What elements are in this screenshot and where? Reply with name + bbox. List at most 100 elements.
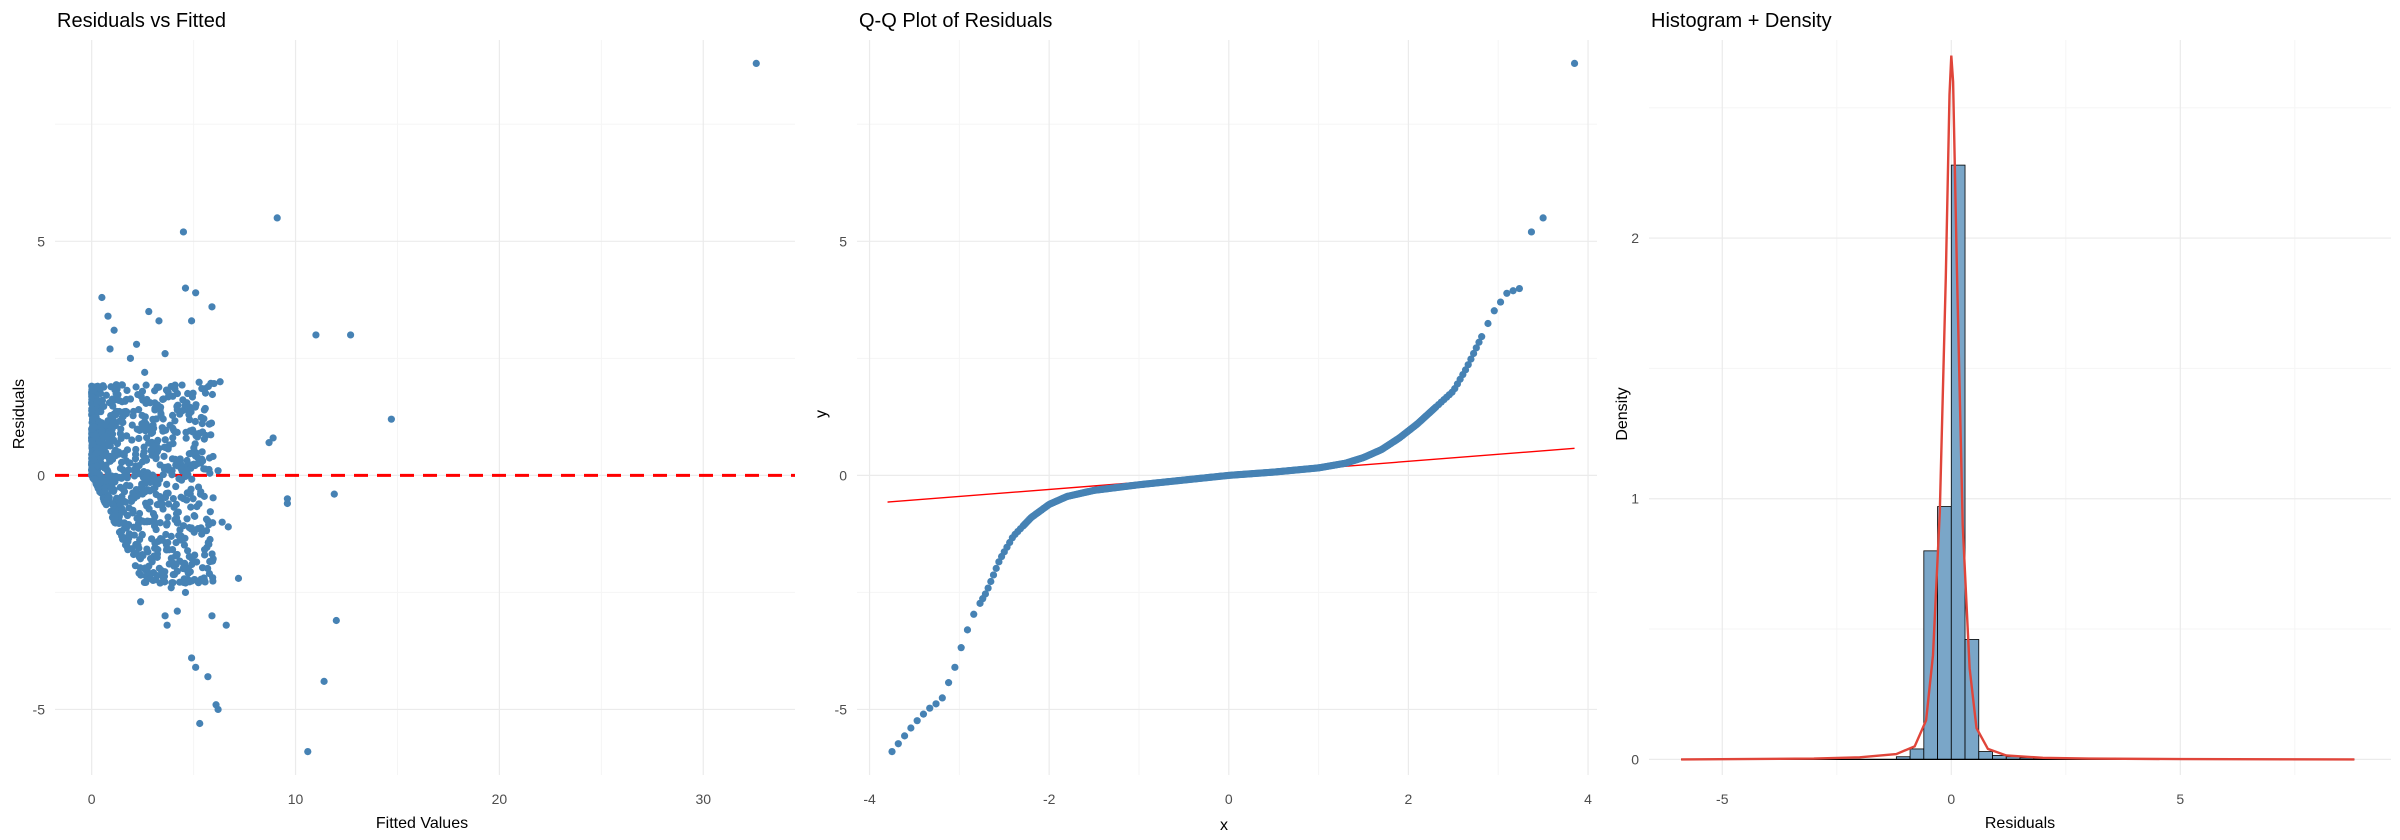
data-point	[154, 436, 162, 444]
data-point	[109, 487, 118, 496]
data-point	[179, 396, 187, 404]
panel-title: Q-Q Plot of Residuals	[859, 10, 1052, 32]
data-point	[1527, 228, 1536, 236]
data-point	[198, 448, 206, 456]
data-point	[163, 521, 171, 529]
data-point	[992, 564, 1000, 572]
data-point	[387, 415, 395, 423]
data-point	[192, 401, 200, 409]
data-point	[180, 541, 189, 549]
data-point	[224, 523, 232, 531]
data-point	[130, 523, 138, 531]
data-point	[90, 456, 98, 464]
data-point	[138, 531, 146, 539]
data-point	[191, 417, 199, 426]
data-point	[195, 500, 203, 508]
data-point	[142, 381, 150, 389]
data-point	[101, 499, 109, 507]
data-point	[174, 531, 183, 540]
data-point	[88, 466, 96, 474]
data-point	[187, 524, 196, 532]
data-point	[142, 578, 150, 587]
data-point	[129, 550, 138, 559]
histogram-bar	[1978, 751, 1993, 760]
data-point	[112, 411, 120, 419]
data-point	[188, 428, 197, 436]
data-point	[184, 389, 192, 398]
data-point	[130, 472, 139, 480]
data-point	[126, 354, 135, 362]
data-point	[135, 569, 143, 577]
data-point	[205, 569, 214, 578]
data-point	[101, 487, 109, 495]
x-tick-label: -4	[863, 791, 876, 807]
data-point	[152, 455, 160, 463]
data-point	[981, 590, 990, 598]
data-point	[155, 444, 163, 453]
x-tick-labels: -5 0 5	[1716, 791, 2184, 807]
data-point	[204, 538, 212, 547]
data-point	[167, 382, 175, 391]
data-point	[102, 477, 110, 485]
data-point	[151, 475, 160, 484]
data-point	[179, 228, 188, 236]
data-point	[130, 466, 138, 474]
data-point	[115, 417, 124, 425]
data-point	[320, 677, 328, 685]
data-point	[1570, 59, 1579, 68]
data-point	[160, 443, 169, 451]
data-point	[92, 449, 100, 458]
y-tick-label: -5	[835, 701, 848, 717]
data-point	[138, 411, 146, 420]
data-point	[159, 395, 167, 404]
data-point	[126, 482, 134, 490]
data-point	[222, 621, 230, 629]
data-point	[187, 317, 196, 325]
data-point	[183, 456, 191, 465]
data-point	[104, 468, 112, 476]
data-point	[169, 434, 177, 442]
data-point	[205, 465, 213, 474]
x-tick-labels: -4 -2 0 2 4	[863, 791, 1592, 807]
data-point	[332, 616, 340, 625]
data-point	[129, 489, 137, 497]
y-tick-label: 5	[839, 233, 847, 249]
data-point	[206, 557, 214, 566]
data-point	[156, 579, 164, 587]
histogram-bar	[1950, 164, 1966, 760]
data-point	[135, 406, 143, 414]
data-point	[154, 546, 162, 554]
data-point	[202, 527, 211, 535]
data-point	[155, 383, 163, 391]
data-point	[98, 293, 106, 302]
x-tick-label: 20	[492, 791, 508, 807]
data-point	[178, 381, 186, 389]
data-point	[1470, 349, 1478, 358]
data-point	[161, 350, 169, 358]
data-point	[119, 485, 127, 493]
data-point	[157, 567, 166, 575]
x-tick-label: 2	[1405, 791, 1413, 807]
data-point	[132, 340, 141, 348]
data-point	[995, 558, 1003, 566]
data-point	[95, 438, 104, 446]
data-point	[135, 462, 143, 470]
data-point	[116, 519, 124, 527]
data-point	[179, 564, 187, 573]
data-point	[218, 518, 226, 526]
data-point	[200, 435, 208, 443]
data-point	[208, 303, 216, 311]
data-point	[112, 472, 120, 480]
data-point	[106, 452, 114, 460]
data-point	[204, 673, 212, 681]
x-tick-label: 0	[88, 791, 96, 807]
data-point	[166, 421, 174, 429]
data-point	[951, 663, 959, 671]
data-point	[182, 434, 190, 442]
data-point	[151, 519, 160, 527]
density-line	[1681, 55, 2355, 761]
data-point	[161, 612, 169, 620]
data-point	[192, 663, 200, 671]
data-point	[117, 434, 125, 443]
